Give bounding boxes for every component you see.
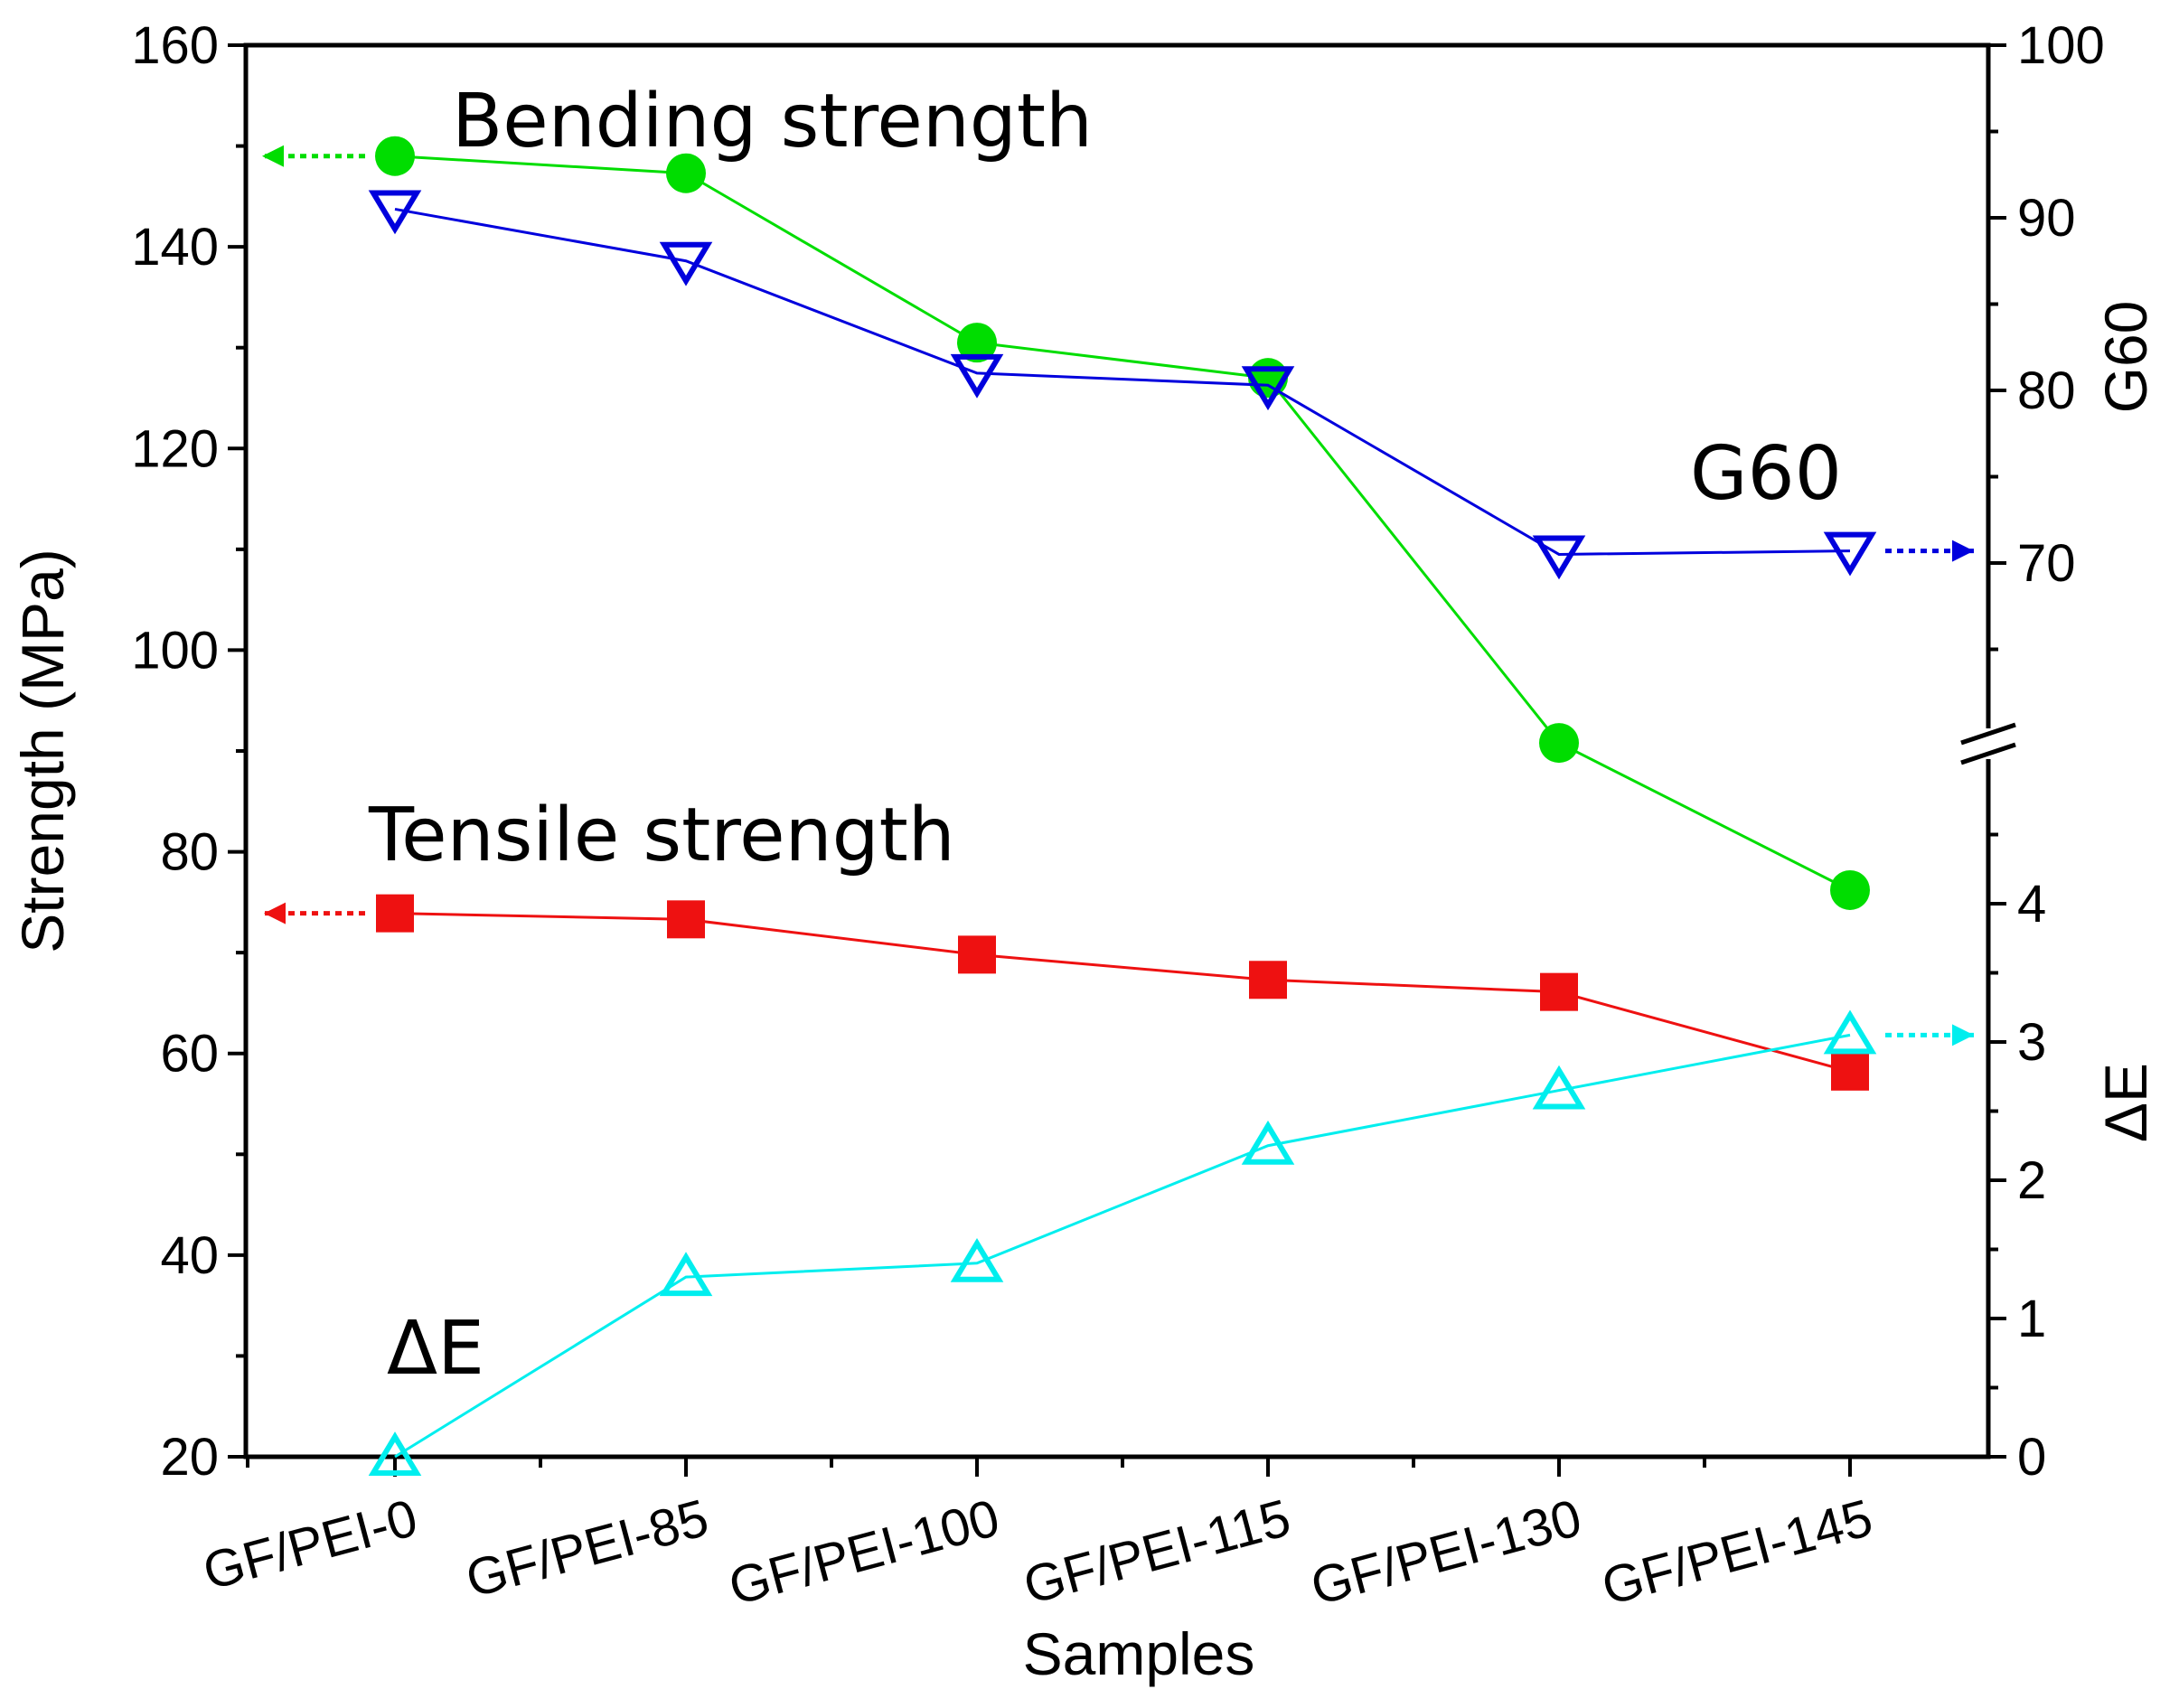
series-point bbox=[950, 353, 1004, 399]
series-point bbox=[659, 1252, 713, 1297]
series-point bbox=[1539, 723, 1579, 764]
left-tick-label: 20 bbox=[160, 1428, 219, 1487]
series-point bbox=[368, 190, 422, 235]
series-point bbox=[375, 136, 415, 176]
left-tick-label: 140 bbox=[131, 218, 219, 277]
plot-frame bbox=[243, 42, 1991, 1459]
x-tick-label: GF/PEI-130 bbox=[1305, 1488, 1588, 1617]
right-lower-tick-label: 3 bbox=[2017, 1013, 2046, 1072]
right-lower-tick-label: 2 bbox=[2017, 1151, 2046, 1210]
right-upper-tick-label: 70 bbox=[2017, 534, 2076, 593]
left-tick-label: 40 bbox=[160, 1226, 219, 1285]
axis-break-mark bbox=[1960, 722, 2016, 746]
series-point bbox=[376, 894, 414, 933]
right-lower-tick-label: 0 bbox=[2017, 1428, 2046, 1487]
series-line bbox=[394, 207, 1851, 556]
right-upper-tick-label: 100 bbox=[2017, 16, 2105, 75]
series-line bbox=[394, 155, 1851, 892]
series-point bbox=[667, 900, 705, 939]
series-point bbox=[950, 1237, 1004, 1282]
annotation-label: Tensile strength bbox=[368, 793, 955, 878]
series-point bbox=[1823, 1009, 1877, 1055]
left-tick-label: 100 bbox=[131, 621, 219, 680]
right-upper-axis-title: G60 bbox=[2092, 301, 2159, 414]
left-tick-label: 80 bbox=[160, 823, 219, 882]
x-tick-label: GF/PEI-85 bbox=[460, 1488, 714, 1609]
series-point bbox=[1830, 869, 1870, 910]
annotation-label: Bending strength bbox=[452, 79, 1093, 164]
left-axis-title: Strength (MPa) bbox=[9, 549, 76, 953]
series-point bbox=[1540, 972, 1578, 1011]
annotation-label: ΔE bbox=[387, 1306, 484, 1392]
series-point bbox=[957, 323, 997, 363]
annotation-arrow-head bbox=[1952, 1024, 1974, 1046]
right-lower-tick-label: 1 bbox=[2017, 1290, 2046, 1348]
x-tick-label: GF/PEI-115 bbox=[1018, 1488, 1296, 1616]
series-point bbox=[1241, 1120, 1295, 1165]
left-tick-label: 120 bbox=[131, 419, 219, 478]
right-lower-tick-label: 4 bbox=[2017, 875, 2046, 934]
right-upper-tick-label: 90 bbox=[2017, 189, 2076, 248]
series-line bbox=[394, 1033, 1851, 1459]
right-lower-axis-title: ΔE bbox=[2092, 1063, 2159, 1142]
annotation-label: G60 bbox=[1690, 431, 1842, 517]
series-point bbox=[1241, 366, 1295, 411]
left-tick-label: 160 bbox=[131, 16, 219, 75]
x-tick-label: GF/PEI-100 bbox=[723, 1488, 1006, 1617]
annotation-arrow-head bbox=[1952, 540, 1974, 562]
series-point bbox=[1249, 961, 1287, 999]
x-tick-label: GF/PEI-0 bbox=[197, 1488, 423, 1601]
series-point bbox=[958, 935, 996, 974]
x-tick-label: GF/PEI-145 bbox=[1596, 1488, 1879, 1617]
series-point bbox=[1823, 531, 1877, 577]
right-upper-tick-label: 80 bbox=[2017, 361, 2076, 420]
annotation-arrow-head bbox=[262, 145, 284, 167]
axis-break-mark bbox=[1960, 742, 2016, 765]
series-line bbox=[394, 912, 1851, 1074]
annotation-arrow-head bbox=[264, 902, 286, 924]
x-axis-title: Samples bbox=[1023, 1620, 1255, 1687]
series-point bbox=[368, 1431, 422, 1476]
left-tick-label: 60 bbox=[160, 1025, 219, 1084]
series-point bbox=[1532, 535, 1586, 580]
series-point bbox=[1532, 1065, 1586, 1110]
series-point bbox=[666, 153, 706, 193]
series-point bbox=[659, 241, 713, 286]
series-point bbox=[1831, 1052, 1869, 1091]
